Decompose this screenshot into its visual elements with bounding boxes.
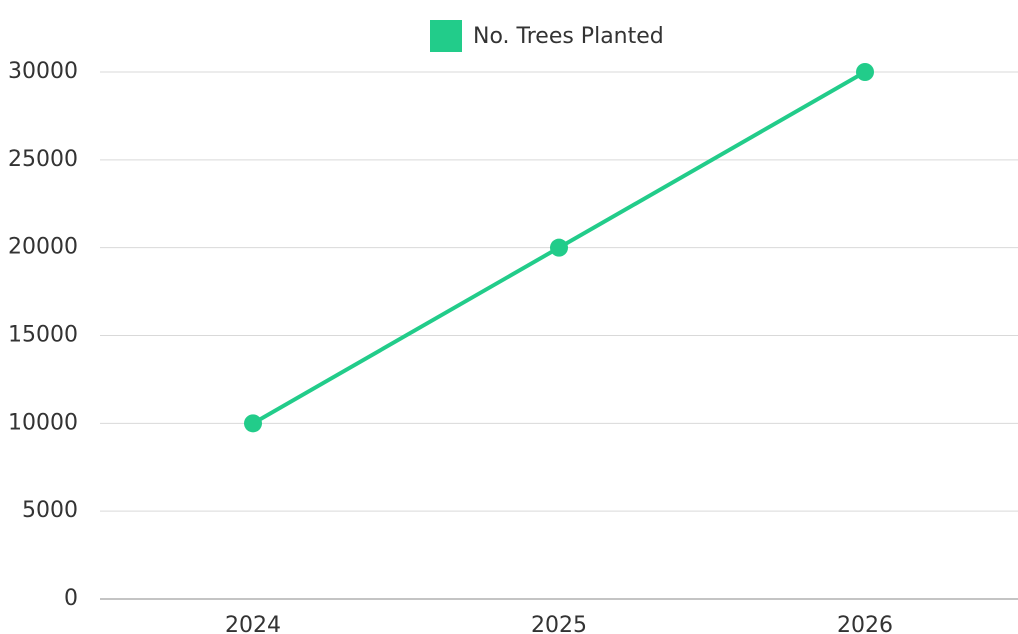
y-tick-label: 20000 (8, 235, 78, 260)
data-point (550, 238, 568, 257)
y-tick-label: 30000 (8, 59, 78, 84)
data-point (856, 63, 874, 81)
x-tick-label: 2024 (225, 613, 281, 634)
legend-swatch (430, 20, 462, 52)
x-tick-label: 2026 (837, 613, 893, 634)
data-point (244, 414, 262, 433)
y-tick-label: 10000 (8, 410, 78, 435)
legend-label: No. Trees Planted (473, 24, 664, 49)
y-tick-label: 15000 (8, 323, 78, 348)
y-tick-label: 5000 (22, 498, 78, 523)
y-tick-label: 25000 (8, 147, 78, 172)
y-tick-label: 0 (64, 586, 78, 611)
x-tick-label: 2025 (531, 613, 587, 634)
